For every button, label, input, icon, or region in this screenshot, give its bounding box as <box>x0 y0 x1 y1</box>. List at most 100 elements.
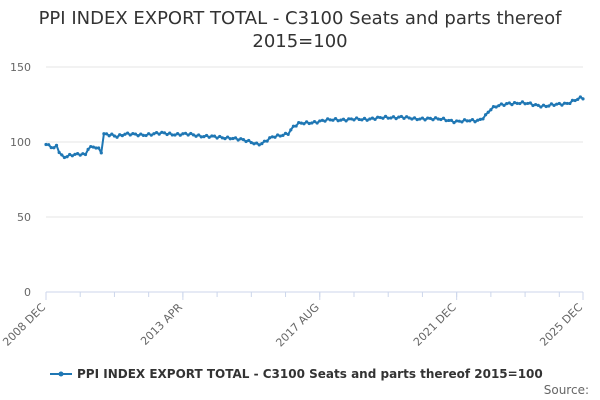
data-point[interactable] <box>568 101 572 106</box>
data-point[interactable] <box>186 133 190 137</box>
data-point[interactable] <box>431 118 435 122</box>
data-point[interactable] <box>328 118 332 122</box>
data-point[interactable] <box>362 116 367 120</box>
data-point[interactable] <box>486 110 490 114</box>
data-point[interactable] <box>139 132 143 136</box>
data-point[interactable] <box>420 116 425 120</box>
data-point[interactable] <box>252 142 256 146</box>
data-point[interactable] <box>289 128 293 132</box>
data-point[interactable] <box>152 132 156 136</box>
data-point[interactable] <box>433 116 438 120</box>
data-point[interactable] <box>133 132 138 136</box>
data-point[interactable] <box>202 135 206 139</box>
data-point[interactable] <box>397 115 401 119</box>
data-point[interactable] <box>499 102 503 106</box>
data-point[interactable] <box>489 108 493 112</box>
data-point[interactable] <box>165 132 169 137</box>
data-point[interactable] <box>539 105 543 109</box>
data-point[interactable] <box>373 117 377 121</box>
data-point[interactable] <box>455 119 459 123</box>
data-point[interactable] <box>81 152 85 156</box>
data-point[interactable] <box>54 143 59 147</box>
data-point[interactable] <box>44 142 48 147</box>
data-point[interactable] <box>344 119 348 123</box>
data-point[interactable] <box>136 134 140 138</box>
data-point[interactable] <box>118 133 122 137</box>
data-point[interactable] <box>581 97 585 101</box>
data-point[interactable] <box>491 104 496 109</box>
data-point[interactable] <box>383 114 388 118</box>
data-point[interactable] <box>444 119 448 123</box>
data-point[interactable] <box>536 103 540 107</box>
data-point[interactable] <box>481 117 485 121</box>
data-point[interactable] <box>368 117 372 121</box>
data-point[interactable] <box>399 114 403 119</box>
data-point[interactable] <box>286 132 290 136</box>
data-point[interactable] <box>57 150 61 155</box>
data-point[interactable] <box>391 115 396 119</box>
data-point[interactable] <box>428 116 432 120</box>
data-point[interactable] <box>283 131 288 135</box>
data-point[interactable] <box>199 135 203 139</box>
legend[interactable]: PPI INDEX EXPORT TOTAL - C3100 Seats and… <box>50 367 543 381</box>
data-point[interactable] <box>215 136 219 140</box>
data-point[interactable] <box>65 155 69 159</box>
data-point[interactable] <box>249 140 253 145</box>
data-point[interactable] <box>573 98 577 103</box>
data-point[interactable] <box>381 116 385 120</box>
data-point[interactable] <box>62 155 67 160</box>
data-point[interactable] <box>389 116 393 120</box>
data-point[interactable] <box>162 131 167 135</box>
data-point[interactable] <box>244 139 248 144</box>
data-point[interactable] <box>204 133 209 138</box>
data-point[interactable] <box>218 134 222 139</box>
data-point[interactable] <box>228 137 232 141</box>
data-point[interactable] <box>549 102 554 106</box>
data-point[interactable] <box>128 133 132 137</box>
data-point[interactable] <box>194 134 198 138</box>
data-point[interactable] <box>349 117 353 121</box>
data-point[interactable] <box>436 117 440 121</box>
data-point[interactable] <box>518 101 522 106</box>
data-point[interactable] <box>83 152 88 157</box>
data-point[interactable] <box>407 116 411 120</box>
data-point[interactable] <box>457 119 461 123</box>
data-point[interactable] <box>181 132 185 136</box>
data-point[interactable] <box>555 102 559 106</box>
data-point[interactable] <box>49 145 53 150</box>
data-point[interactable] <box>157 132 161 136</box>
data-point[interactable] <box>231 136 235 141</box>
data-point[interactable] <box>178 133 182 137</box>
data-point[interactable] <box>386 116 390 120</box>
data-point[interactable] <box>281 133 285 137</box>
data-point[interactable] <box>102 132 106 136</box>
data-point[interactable] <box>565 101 569 106</box>
data-point[interactable] <box>547 104 551 108</box>
data-point[interactable] <box>320 118 324 122</box>
data-point[interactable] <box>223 137 227 141</box>
data-point[interactable] <box>512 101 517 105</box>
data-point[interactable] <box>462 118 467 122</box>
data-point[interactable] <box>91 145 95 149</box>
data-point[interactable] <box>452 121 456 125</box>
data-point[interactable] <box>494 105 498 109</box>
data-point[interactable] <box>510 103 514 107</box>
data-point[interactable] <box>126 131 130 135</box>
data-point[interactable] <box>412 116 417 120</box>
data-point[interactable] <box>276 133 280 137</box>
data-point[interactable] <box>115 135 119 139</box>
data-point[interactable] <box>104 132 109 136</box>
data-point[interactable] <box>528 101 532 105</box>
data-point[interactable] <box>176 132 180 136</box>
data-point[interactable] <box>226 135 230 139</box>
data-point[interactable] <box>78 153 82 157</box>
data-point[interactable] <box>278 134 282 138</box>
data-point[interactable] <box>212 134 217 138</box>
data-point[interactable] <box>141 133 145 137</box>
data-point[interactable] <box>341 117 346 121</box>
data-point[interactable] <box>131 132 135 136</box>
data-point[interactable] <box>86 147 90 151</box>
data-point[interactable] <box>360 118 364 122</box>
data-point[interactable] <box>257 143 261 147</box>
data-point[interactable] <box>378 115 382 120</box>
